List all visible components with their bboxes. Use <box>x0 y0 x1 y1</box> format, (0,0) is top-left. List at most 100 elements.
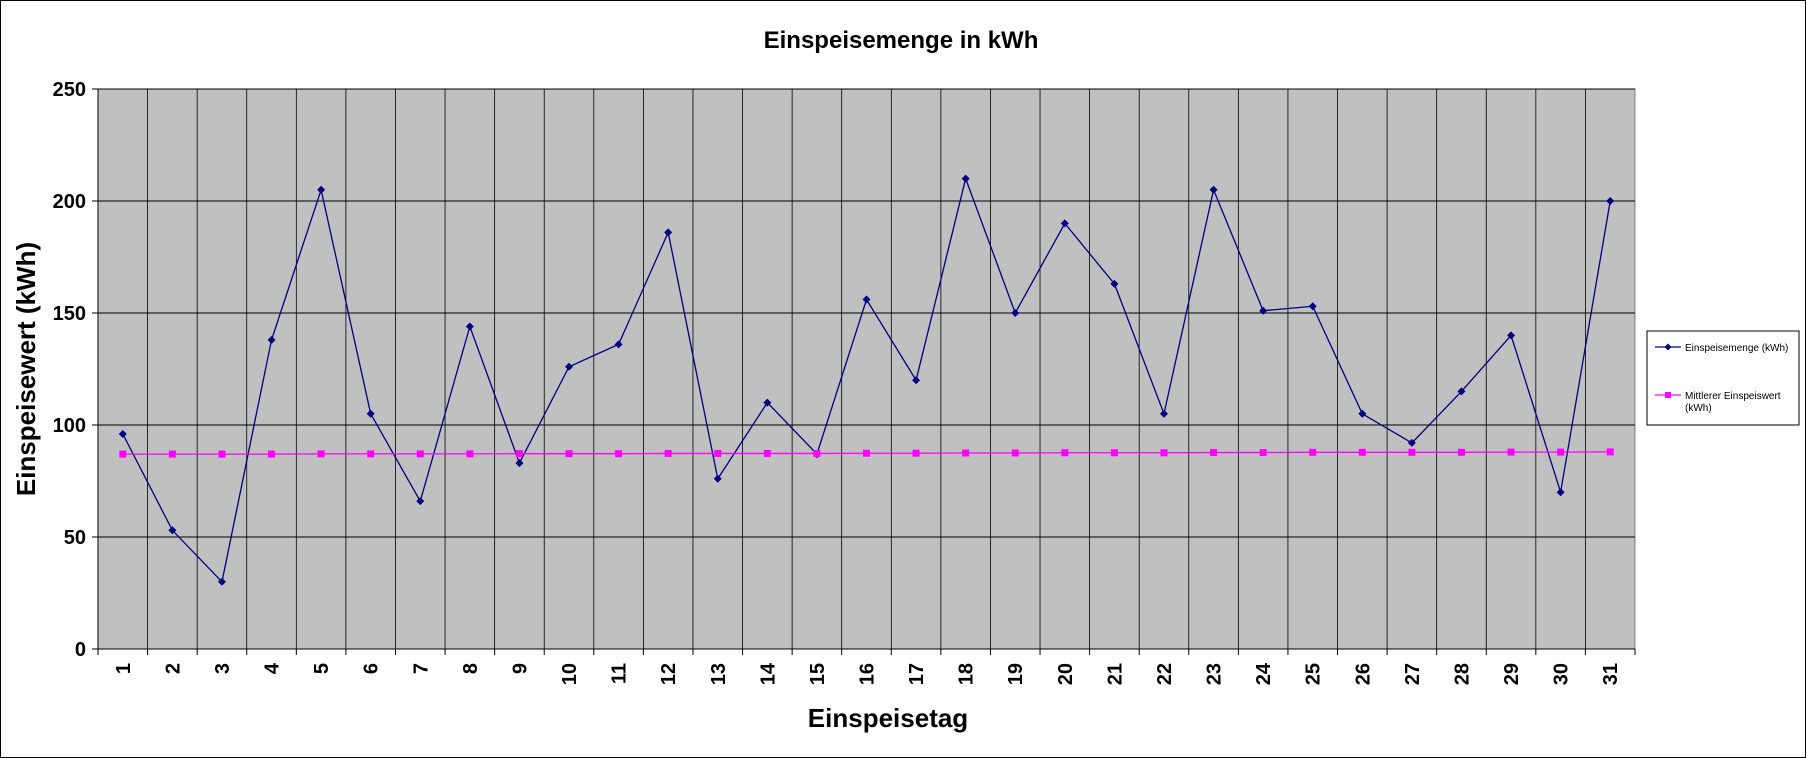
data-point <box>1507 331 1516 340</box>
data-point <box>317 185 326 194</box>
data-point <box>614 340 623 349</box>
data-point <box>1061 449 1069 457</box>
x-axis-ticks: 1 2 3 4 5 6 7 8 9 10 11 12 13 14 15 16 17 18 19 20 21 22 23 24 2… <box>97 649 1636 685</box>
data-point <box>962 449 970 457</box>
data-point <box>367 450 375 458</box>
x-tick-label: 3 <box>212 663 234 674</box>
data-point <box>912 376 921 385</box>
data-point <box>1110 449 1118 457</box>
y-axis-ticks: 0 50 100 150 200 250 <box>53 79 98 661</box>
data-point <box>713 474 722 483</box>
x-tick-label: 19 <box>1005 663 1027 685</box>
x-tick-label: 29 <box>1501 663 1523 685</box>
data-point <box>1209 185 1218 194</box>
x-tick-label: 2 <box>162 663 184 674</box>
x-tick-label: 28 <box>1451 663 1473 685</box>
data-point <box>1110 279 1119 288</box>
y-tick-label: 250 <box>53 79 86 101</box>
legend-label: Mittlerer Einspeiswert <box>1685 391 1781 402</box>
data-point <box>1060 219 1069 228</box>
legend-marker <box>1665 392 1671 398</box>
data-point <box>565 450 573 458</box>
x-tick-label: 1 <box>113 663 135 674</box>
x-tick-label: 18 <box>956 663 978 685</box>
x-tick-label: 26 <box>1352 663 1374 685</box>
x-tick-label: 5 <box>311 663 333 674</box>
data-point <box>168 526 177 535</box>
data-point <box>1308 302 1317 311</box>
x-tick-label: 4 <box>262 662 284 674</box>
data-point <box>1160 449 1168 457</box>
data-point <box>465 322 474 331</box>
data-point <box>1507 448 1515 456</box>
x-tick-label: 11 <box>609 663 631 684</box>
data-point <box>1457 387 1466 396</box>
data-point <box>416 450 424 458</box>
grid-lines <box>97 88 1635 650</box>
x-tick-label: 24 <box>1253 662 1275 685</box>
y-tick-label: 150 <box>53 303 86 325</box>
data-point <box>515 459 524 468</box>
x-tick-label: 27 <box>1402 663 1424 685</box>
data-point <box>813 449 821 457</box>
x-tick-label: 20 <box>1055 663 1077 685</box>
data-point <box>1210 449 1218 457</box>
legend-marker <box>1664 343 1672 351</box>
data-point <box>1408 448 1416 456</box>
data-point <box>268 450 276 458</box>
data-point <box>466 450 474 458</box>
data-point <box>763 398 772 407</box>
series-1 <box>118 174 1615 586</box>
y-tick-label: 50 <box>64 527 86 549</box>
x-tick-label: 23 <box>1204 663 1226 685</box>
data-point <box>763 449 771 457</box>
x-tick-label: 9 <box>509 663 531 674</box>
data-point <box>118 429 127 438</box>
legend-label: Einspeisemenge (kWh) <box>1685 343 1788 354</box>
legend-item: Einspeisemenge (kWh) <box>1655 343 1788 354</box>
y-axis-title: Einspeisewert (kWh) <box>11 242 41 496</box>
x-tick-label: 15 <box>807 663 829 685</box>
legend: Einspeisemenge (kWh) Mittlerer Einspeiswe… <box>1646 330 1800 426</box>
data-point <box>664 228 673 237</box>
data-point <box>1606 448 1614 456</box>
x-tick-label: 21 <box>1104 663 1126 685</box>
y-tick-label: 0 <box>75 639 86 661</box>
y-tick-label: 200 <box>53 191 86 213</box>
data-point <box>1457 448 1465 456</box>
x-tick-label: 31 <box>1600 663 1622 685</box>
data-point <box>317 450 325 458</box>
data-point <box>515 450 523 458</box>
data-point <box>218 450 226 458</box>
data-point <box>664 449 672 457</box>
data-point <box>217 577 226 586</box>
x-tick-label: 6 <box>361 663 383 674</box>
data-point <box>267 335 276 344</box>
data-point <box>1309 448 1317 456</box>
data-point <box>119 450 127 458</box>
data-point <box>416 497 425 506</box>
x-tick-label: 13 <box>708 663 730 685</box>
x-axis-title: Einspeisetag <box>808 703 968 733</box>
y-tick-label: 100 <box>53 415 86 437</box>
data-point <box>565 362 574 371</box>
chart-title: Einspeisemenge in kWh <box>764 27 1039 54</box>
plot-area <box>97 88 1636 650</box>
data-point <box>863 449 870 457</box>
data-point <box>1358 448 1366 456</box>
data-point <box>1358 409 1367 418</box>
series-layer <box>118 174 1615 586</box>
legend-item: Mittlerer Einspeiswert(kWh) <box>1655 391 1781 414</box>
x-tick-label: 10 <box>559 663 581 685</box>
x-tick-label: 17 <box>906 663 928 685</box>
data-point <box>714 449 722 457</box>
data-point <box>1606 197 1615 205</box>
data-point <box>168 450 176 458</box>
legend-label: (kWh) <box>1685 403 1712 414</box>
data-point <box>912 449 920 457</box>
data-point <box>615 450 623 458</box>
x-tick-label: 12 <box>658 663 680 685</box>
data-point <box>961 174 970 183</box>
